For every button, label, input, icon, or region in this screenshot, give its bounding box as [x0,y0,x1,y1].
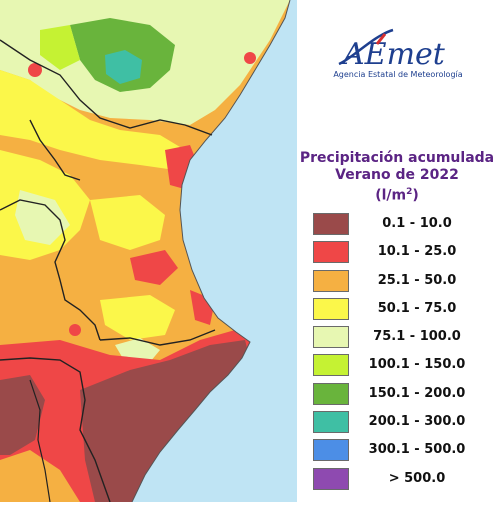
zone-red-central [130,250,178,285]
legend-row: 25.1 - 50.0 [313,269,493,297]
legend-label: 300.1 - 500.0 [368,442,466,458]
aemet-logo-mark: AEmet [340,37,446,72]
legend-swatch [313,382,349,405]
zone-pale-south-central [115,338,160,362]
legend-swatch [313,297,349,320]
zone-yellow-central [90,195,165,250]
province-boundary-north [0,39,213,136]
legend-row: > 500.0 [313,467,493,495]
legend-label: 25.1 - 50.0 [377,272,457,288]
legend-row: 50.1 - 75.0 [313,297,493,325]
zone-teal-north [105,50,142,84]
legend-swatch [313,354,349,377]
legend-row: 75.1 - 100.0 [313,325,493,353]
zone-red-pocket-1 [28,63,42,77]
aemet-logo-accent [375,33,387,45]
zone-red-pocket-3 [244,52,256,64]
zone-orange-sw [0,450,80,502]
zone-red-pocket-2 [69,324,81,336]
province-boundary-west [0,199,101,341]
title-line-2: Verano de 2022 [335,167,459,183]
zone-pale-west [15,190,70,245]
zone-brown-west [0,375,45,455]
legend-label: 10.1 - 25.0 [377,244,457,260]
title-unit: (l/m2) [375,187,419,204]
legend-row: 0.1 - 10.0 [313,212,493,240]
legend-label: 150.1 - 200.0 [368,385,466,401]
coastline [131,0,291,503]
zone-yellow-north [0,70,185,170]
legend-label: > 500.0 [388,470,446,486]
legend-swatch [313,439,349,462]
province-boundary-west-north [29,119,81,181]
legend-label: 75.1 - 100.0 [373,329,461,345]
province-boundary-south [99,329,216,346]
agency-name: Agencia Estatal de Meteorología [333,70,463,79]
legend-row: 100.1 - 150.0 [313,353,493,381]
legend: 0.1 - 10.0 10.1 - 25.0 25.1 - 50.0 50.1 … [313,212,493,495]
map-canvas [0,0,297,503]
legend-label: 200.1 - 300.0 [368,414,466,430]
map-title: Precipitación acumulada Verano de 2022 (… [297,150,497,205]
legend-swatch [313,241,349,264]
legend-label: 0.1 - 10.0 [382,216,452,231]
legend-swatch [313,269,349,292]
zone-brown-south [80,340,250,502]
legend-swatch [313,467,349,490]
legend-row: 200.1 - 300.0 [313,410,493,438]
title-line-1: Precipitación acumulada [299,150,495,166]
legend-swatch [313,411,349,434]
precipitation-map [0,0,297,503]
legend-row: 150.1 - 200.0 [313,382,493,410]
province-boundary-sw [0,357,111,503]
aemet-logo-swoosh [338,28,394,66]
legend-row: 10.1 - 25.0 [313,240,493,268]
province-boundary-inner-west [29,379,51,503]
legend-row: 300.1 - 500.0 [313,438,493,466]
zone-lime-north [40,25,80,70]
legend-label: 100.1 - 150.0 [368,357,466,373]
legend-panel: AEmet Agencia Estatal de Meteorología Pr… [297,0,497,502]
legend-swatch [313,326,349,349]
legend-swatch [313,213,349,235]
zone-yellow-south-central [100,295,175,340]
aemet-logo: AEmet [338,28,446,72]
legend-label: 50.1 - 75.0 [377,300,457,316]
